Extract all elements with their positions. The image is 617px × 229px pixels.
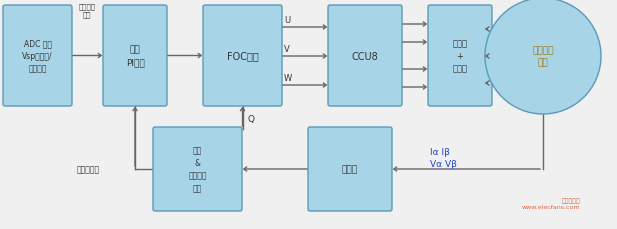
Text: 转速计算值: 转速计算值 — [77, 165, 100, 174]
FancyBboxPatch shape — [328, 6, 402, 106]
Text: 给定转速
信号: 给定转速 信号 — [78, 3, 96, 18]
Text: Q: Q — [247, 115, 254, 124]
Text: 转速
PI调节: 转速 PI调节 — [126, 46, 144, 67]
FancyBboxPatch shape — [428, 6, 492, 106]
Text: Iα Iβ
Vα Vβ: Iα Iβ Vα Vβ — [430, 147, 457, 169]
Text: V: V — [284, 45, 290, 54]
FancyBboxPatch shape — [308, 128, 392, 211]
Text: CCU8: CCU8 — [352, 51, 378, 61]
Text: 直流无刷
风机: 直流无刷 风机 — [532, 46, 553, 68]
FancyBboxPatch shape — [153, 128, 242, 211]
Text: 转速
&
转子位置
估计: 转速 & 转子位置 估计 — [188, 146, 207, 192]
FancyBboxPatch shape — [3, 6, 72, 106]
Circle shape — [485, 0, 601, 114]
FancyBboxPatch shape — [103, 6, 167, 106]
Text: 估算器: 估算器 — [342, 165, 358, 174]
FancyBboxPatch shape — [203, 6, 282, 106]
Text: U: U — [284, 16, 290, 25]
Text: 电子发烧友
www.elecfans.com: 电子发烧友 www.elecfans.com — [521, 197, 580, 209]
Text: FOC计算: FOC计算 — [226, 51, 259, 61]
Text: ADC 输入
Vsp电压值/
串口给定: ADC 输入 Vsp电压值/ 串口给定 — [22, 39, 53, 73]
Text: W: W — [284, 74, 292, 83]
Text: 驱动器
+
逆变桥: 驱动器 + 逆变桥 — [452, 39, 468, 73]
